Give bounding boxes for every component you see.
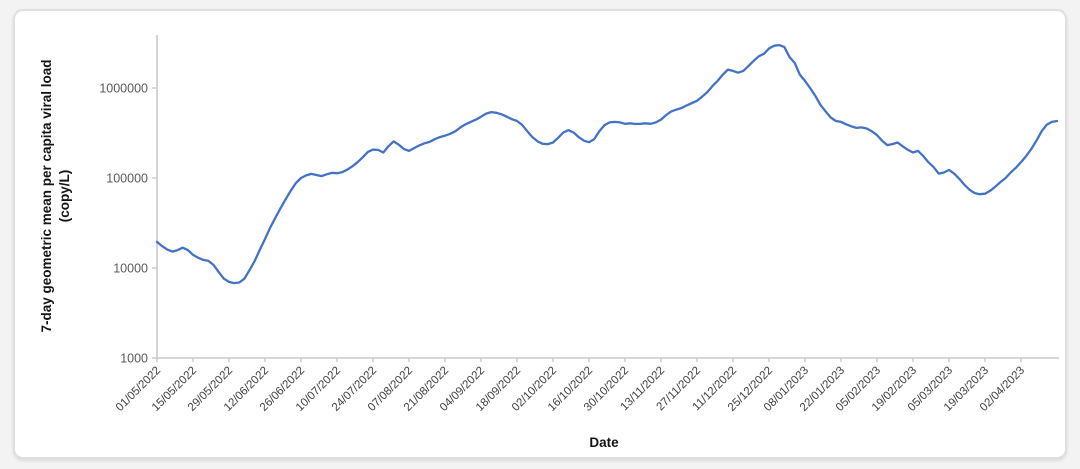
axis-lines xyxy=(156,35,1059,359)
y-axis-title-line2: (copy/L) xyxy=(57,170,72,223)
y-axis-ticks: 1000000 100000 10000 1000 xyxy=(99,82,157,366)
y-tick-label: 100000 xyxy=(106,172,148,186)
viral-load-series-line xyxy=(155,43,1059,285)
x-axis-ticks: 01/05/202215/05/202229/05/202212/06/2022… xyxy=(114,358,1027,414)
y-axis-title-line1: 7-day geometric mean per capita viral lo… xyxy=(39,59,54,332)
x-axis-title: Date xyxy=(589,435,619,450)
y-tick-label: 1000 xyxy=(120,352,148,366)
y-tick-label: 10000 xyxy=(113,262,148,276)
series-line xyxy=(155,43,1059,285)
y-tick-label: 1000000 xyxy=(99,82,148,96)
chart-card xyxy=(13,9,1067,459)
